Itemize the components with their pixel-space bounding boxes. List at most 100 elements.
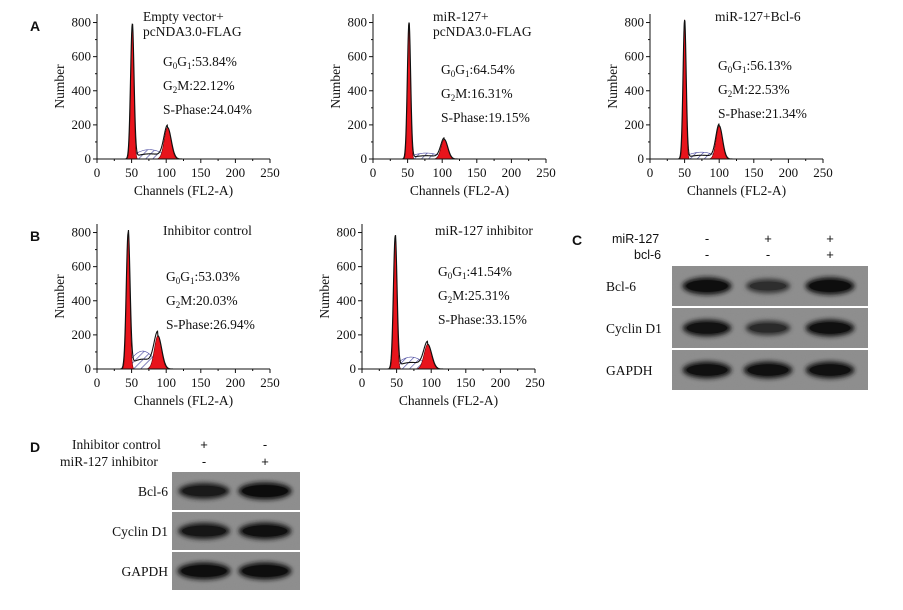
- stat-g2m: G2M:22.12%: [163, 78, 235, 95]
- x-tick-label: 50: [125, 165, 138, 180]
- x-tick-label: 0: [647, 165, 654, 180]
- x-tick-label: 50: [678, 165, 691, 180]
- x-tick-label: 200: [491, 375, 511, 390]
- blot-row-label: GAPDH: [121, 564, 168, 579]
- y-tick-label: 400: [72, 83, 92, 98]
- stat-s-phase: S-Phase:19.15%: [441, 110, 530, 125]
- x-tick-label: 250: [813, 165, 833, 180]
- y-tick-label: 400: [348, 83, 368, 98]
- y-tick-label: 200: [625, 117, 645, 132]
- blot-c-sign: -: [705, 247, 709, 262]
- stat-g2m: G2M:16.31%: [441, 86, 513, 103]
- histogram-title: miR-127+: [433, 9, 489, 24]
- stat-part: M:25.31%: [452, 288, 509, 303]
- histogram-inhibitor-control: 0 50 100 150 200 250 0 200 400 600 800 Channels (FL…: [52, 223, 280, 408]
- y-tick-label: 600: [337, 259, 357, 274]
- y-tick-label: 800: [72, 15, 92, 30]
- stat-part: 1: [465, 69, 470, 79]
- stat-part: 2: [173, 85, 178, 95]
- blot-c-header-mir127: miR-127: [612, 232, 659, 246]
- histogram-title: Inhibitor control: [163, 223, 252, 238]
- blot-band-core: [809, 280, 851, 292]
- x-tick-label: 0: [370, 165, 377, 180]
- x-axis-label: Channels (FL2-A): [410, 183, 509, 198]
- x-tick-label: 100: [156, 375, 176, 390]
- x-tick-label: 150: [191, 375, 211, 390]
- blot-d-header-mir127-inhibitor: miR-127 inhibitor: [60, 454, 158, 469]
- y-tick-label: 400: [625, 83, 645, 98]
- blot-c-header-bcl6: bcl-6: [634, 248, 661, 262]
- y-tick-label: 0: [350, 361, 357, 376]
- blot-row-label: Cyclin D1: [606, 321, 662, 336]
- stat-part: M:20.03%: [180, 293, 237, 308]
- x-tick-label: 250: [260, 165, 280, 180]
- blot-band-core: [809, 364, 851, 376]
- blot-c-sign: +: [826, 247, 834, 262]
- y-tick-label: 200: [337, 327, 357, 342]
- y-tick-label: 200: [72, 117, 92, 132]
- blot-c-sign: -: [766, 247, 770, 262]
- x-tick-label: 0: [94, 375, 101, 390]
- blot-band-core: [686, 364, 728, 376]
- x-tick-label: 50: [125, 375, 138, 390]
- panel-label-b: B: [30, 228, 40, 244]
- stat-part: M:22.12%: [177, 78, 234, 93]
- panel-label-c: C: [572, 232, 582, 248]
- y-tick-label: 200: [348, 117, 368, 132]
- stat-part: :53.84%: [192, 54, 237, 69]
- y-tick-label: 800: [72, 225, 92, 240]
- stat-part: G: [718, 58, 728, 73]
- x-tick-label: 200: [226, 375, 246, 390]
- western-blot-d: Inhibitor control miR-127 inhibitor + - …: [60, 437, 300, 590]
- x-tick-label: 150: [744, 165, 764, 180]
- blot-band-core: [242, 565, 288, 577]
- x-axis-label: Channels (FL2-A): [399, 393, 498, 408]
- stat-part: 2: [451, 93, 456, 103]
- x-tick-label: 200: [779, 165, 799, 180]
- histogram-title: Empty vector+: [143, 9, 224, 24]
- y-tick-label: 600: [348, 49, 368, 64]
- y-tick-label: 600: [72, 49, 92, 64]
- blot-band-core: [747, 364, 789, 376]
- stat-part: 1: [190, 276, 195, 286]
- stat-g2m: G2M:22.53%: [718, 82, 790, 99]
- y-tick-label: 600: [625, 49, 645, 64]
- x-tick-label: 100: [432, 165, 452, 180]
- y-axis-label: Number: [317, 274, 332, 319]
- x-tick-label: 200: [502, 165, 522, 180]
- blot-d-header-inhibitor-control: Inhibitor control: [72, 437, 161, 452]
- stat-part: G: [180, 269, 190, 284]
- y-axis-label: Number: [52, 274, 67, 319]
- blot-row-label: Cyclin D1: [112, 524, 168, 539]
- blot-band-core: [182, 485, 226, 497]
- western-blot-c: miR-127 bcl-6 - + + - - + Bcl-6 Cyclin D1…: [606, 231, 868, 390]
- stat-s-phase: S-Phase:26.94%: [166, 317, 255, 332]
- blot-band-core: [242, 525, 288, 537]
- x-tick-label: 100: [421, 375, 441, 390]
- blot-band-core: [749, 323, 787, 333]
- stat-part: :53.03%: [195, 269, 240, 284]
- panel-label-d: D: [30, 439, 40, 455]
- histogram-mir127: 0 50 100 150 200 250 0 200 400 600 800 Channels (FL…: [328, 9, 556, 198]
- stat-part: G: [177, 54, 187, 69]
- blot-band-core: [749, 281, 787, 291]
- x-tick-label: 100: [156, 165, 176, 180]
- blot-c-sign: -: [705, 231, 709, 246]
- x-tick-label: 50: [390, 375, 403, 390]
- stat-part: G: [438, 264, 448, 279]
- blot-band-core: [686, 322, 728, 334]
- blot-d-sign: +: [261, 454, 269, 469]
- histogram-empty-vector: 0 50 100 150 200 250 0 200 400 600 800 Channels (FL…: [52, 9, 280, 198]
- stat-part: 1: [187, 61, 192, 71]
- stat-g2m: G2M:25.31%: [438, 288, 510, 305]
- stat-g0g1: G0G1:56.13%: [718, 58, 792, 75]
- stat-part: G: [166, 293, 176, 308]
- x-tick-label: 250: [525, 375, 545, 390]
- stat-part: G: [452, 264, 462, 279]
- x-tick-label: 0: [94, 165, 101, 180]
- histogram-mir127-bcl6: 0 50 100 150 200 250 0 200 400 600 800 Channels (FL…: [605, 9, 833, 198]
- stat-part: G: [438, 288, 448, 303]
- x-axis-label: Channels (FL2-A): [134, 393, 233, 408]
- stat-part: 0: [176, 276, 181, 286]
- stat-part: 0: [728, 65, 733, 75]
